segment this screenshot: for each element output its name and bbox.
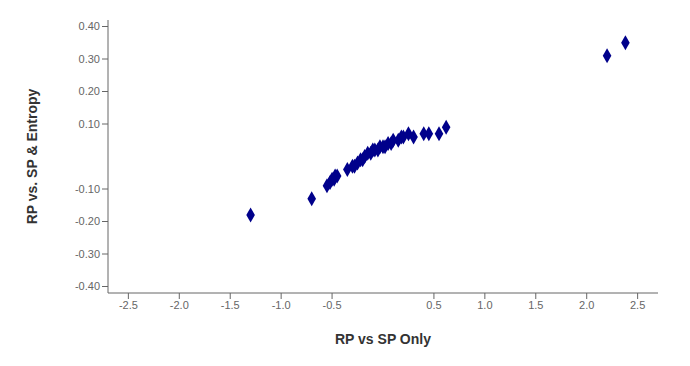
- svg-text:-0.5: -0.5: [323, 299, 342, 311]
- svg-text:-2.0: -2.0: [170, 299, 189, 311]
- svg-text:0.20: 0.20: [79, 85, 100, 97]
- svg-text:0.5: 0.5: [426, 299, 441, 311]
- svg-text:RP vs SP Only: RP vs SP Only: [335, 331, 431, 347]
- svg-text:1.0: 1.0: [477, 299, 492, 311]
- svg-text:2.5: 2.5: [630, 299, 645, 311]
- svg-text:-1.5: -1.5: [221, 299, 240, 311]
- svg-text:-0.20: -0.20: [75, 215, 100, 227]
- svg-text:0.40: 0.40: [79, 20, 100, 32]
- svg-text:0.30: 0.30: [79, 53, 100, 65]
- svg-text:-0.40: -0.40: [75, 280, 100, 292]
- svg-text:2.0: 2.0: [579, 299, 594, 311]
- svg-text:-0.10: -0.10: [75, 183, 100, 195]
- svg-text:-2.5: -2.5: [119, 299, 138, 311]
- svg-text:-0.30: -0.30: [75, 248, 100, 260]
- svg-text:-1.0: -1.0: [272, 299, 291, 311]
- svg-text:RP vs. SP & Entropy: RP vs. SP & Entropy: [24, 88, 40, 224]
- svg-text:0.10: 0.10: [79, 118, 100, 130]
- svg-text:1.5: 1.5: [528, 299, 543, 311]
